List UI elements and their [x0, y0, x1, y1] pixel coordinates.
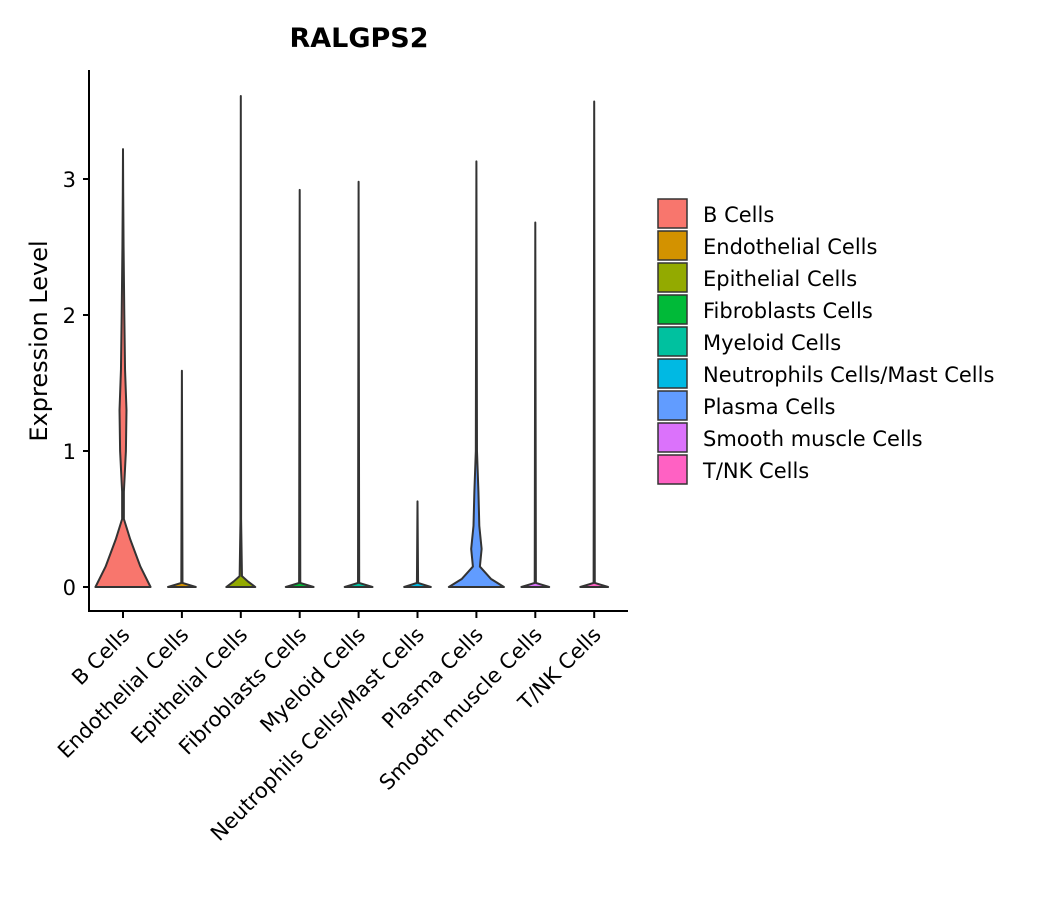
legend-label: B Cells: [703, 203, 774, 227]
y-tick-label: 3: [63, 168, 76, 192]
x-tick-label: Neutrophils Cells/Mast Cells: [206, 623, 429, 846]
legend-label: Smooth muscle Cells: [703, 427, 923, 451]
y-tick-label: 0: [63, 576, 76, 600]
chart-title: RALGPS2: [289, 23, 428, 54]
legend: B Cells Endothelial Cells Epithelial Cells…: [657, 198, 994, 485]
y-axis-title: Expression Level: [25, 240, 53, 441]
legend-swatch-fibroblasts-cells: [657, 294, 688, 325]
violin-smooth-muscle-cells: [520, 221, 551, 588]
legend-swatch-t-nk-cells: [657, 454, 688, 485]
y-ticks: 0 1 2 3: [63, 168, 89, 600]
violin-neutrophils-cells-mast-cells: [403, 500, 432, 588]
legend-swatch-smooth-muscle-cells: [657, 422, 688, 453]
violin-fibroblasts-cells: [284, 188, 315, 588]
violin-b-cells: [94, 148, 152, 588]
legend-swatch-neutrophils-cells-mast-cells: [657, 358, 688, 389]
legend-label: Epithelial Cells: [703, 267, 857, 291]
legend-swatch-b-cells: [657, 198, 688, 229]
x-tick-label: Plasma Cells: [377, 623, 488, 734]
y-tick-label: 1: [63, 440, 76, 464]
y-tick-label: 2: [63, 304, 76, 328]
violin-t-nk-cells: [579, 100, 610, 588]
legend-label: Neutrophils Cells/Mast Cells: [703, 363, 994, 387]
legend-label: Plasma Cells: [703, 395, 836, 419]
legend-label: T/NK Cells: [702, 459, 809, 483]
violin-endothelial-cells: [166, 369, 197, 588]
violin-myeloid-cells: [343, 180, 374, 588]
legend-swatch-endothelial-cells: [657, 230, 688, 261]
legend-swatch-epithelial-cells: [657, 262, 688, 293]
legend-label: Endothelial Cells: [703, 235, 877, 259]
legend-label: Myeloid Cells: [703, 331, 841, 355]
x-tick-label: Myeloid Cells: [255, 623, 370, 738]
legend-label: Fibroblasts Cells: [703, 299, 873, 323]
violin-plasma-cells: [447, 160, 505, 588]
legend-swatch-myeloid-cells: [657, 326, 688, 357]
legend-swatch-plasma-cells: [657, 390, 688, 421]
violin-epithelial-cells: [225, 95, 257, 588]
violins: [94, 95, 610, 588]
